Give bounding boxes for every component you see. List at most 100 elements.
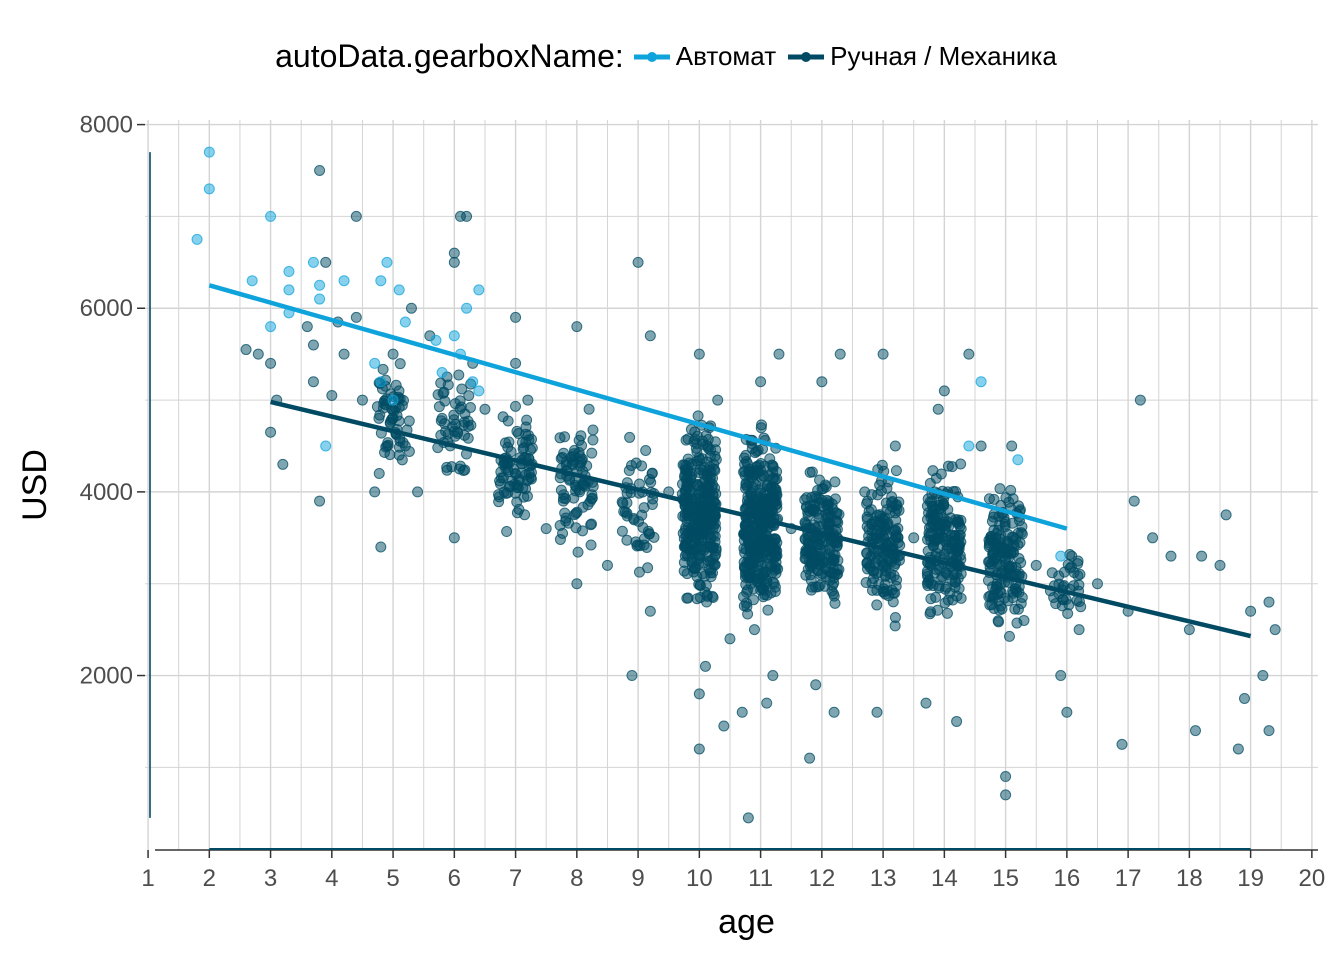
data-point-manual	[761, 530, 773, 542]
data-point-automatic	[399, 316, 411, 328]
data-point-manual	[742, 608, 754, 620]
data-point-manual	[583, 403, 595, 415]
data-point-manual	[394, 358, 406, 370]
data-point-manual	[684, 473, 696, 485]
data-point-manual	[767, 670, 779, 682]
data-point-manual	[1072, 558, 1084, 570]
data-point-manual	[1002, 595, 1014, 607]
data-point-manual	[412, 486, 424, 498]
data-point-manual	[1196, 550, 1208, 562]
data-point-manual	[326, 389, 338, 401]
data-point-manual	[494, 478, 506, 490]
data-point-manual	[1147, 532, 1159, 544]
x-tick-label: 14	[931, 865, 958, 892]
data-point-manual	[876, 518, 888, 530]
data-point-manual	[748, 624, 760, 636]
data-point-manual	[708, 510, 720, 522]
data-point-manual	[1073, 579, 1085, 591]
data-point-manual	[459, 464, 471, 476]
data-point-manual	[643, 473, 655, 485]
data-point-manual	[932, 403, 944, 415]
data-point-manual	[1013, 500, 1025, 512]
data-point-manual	[1000, 789, 1012, 801]
data-point-manual	[387, 412, 399, 424]
data-point-manual	[752, 466, 764, 478]
data-point-manual	[569, 509, 581, 521]
data-point-manual	[742, 584, 754, 596]
data-point-manual	[625, 459, 637, 471]
data-point-manual	[510, 311, 522, 323]
x-tick-label: 6	[448, 865, 461, 892]
data-point-manual	[877, 348, 889, 360]
data-point-automatic	[307, 256, 319, 268]
data-point-manual	[758, 495, 770, 507]
data-point-manual	[865, 504, 877, 516]
data-point-manual	[435, 377, 447, 389]
data-point-manual	[1007, 587, 1019, 599]
data-point-manual	[448, 532, 460, 544]
data-point-manual	[894, 539, 906, 551]
data-point-manual	[557, 495, 569, 507]
data-point-manual	[816, 494, 828, 506]
data-point-manual	[446, 461, 458, 473]
data-point-manual	[350, 311, 362, 323]
data-point-manual	[946, 461, 958, 473]
data-point-manual	[769, 586, 781, 598]
x-tick-label: 15	[992, 865, 1019, 892]
data-point-manual	[436, 412, 448, 424]
data-point-manual	[1214, 559, 1226, 571]
data-point-manual	[773, 348, 785, 360]
data-point-manual	[450, 418, 462, 430]
data-point-manual	[479, 403, 491, 415]
data-point-manual	[1000, 771, 1012, 783]
data-point-manual	[453, 369, 465, 381]
data-point-manual	[814, 539, 826, 551]
data-point-manual	[373, 412, 385, 424]
data-point-manual	[992, 615, 1004, 627]
legend-title: autoData.gearboxName:	[275, 38, 624, 74]
x-tick-label: 1	[141, 865, 154, 892]
data-point-manual	[679, 485, 691, 497]
data-point-manual	[769, 495, 781, 507]
data-point-manual	[575, 430, 587, 442]
data-point-manual	[712, 394, 724, 406]
data-point-manual	[829, 597, 841, 609]
data-point-manual	[703, 494, 715, 506]
data-point-manual	[510, 468, 522, 480]
x-tick-label: 18	[1176, 865, 1203, 892]
data-point-manual	[571, 578, 583, 590]
data-point-manual	[828, 706, 840, 718]
data-point-manual	[770, 551, 782, 563]
data-point-manual	[1000, 492, 1012, 504]
data-point-manual	[871, 599, 883, 611]
data-point-manual	[749, 447, 761, 459]
data-point-manual	[889, 525, 901, 537]
data-point-manual	[576, 440, 588, 452]
y-axis-title: USD	[16, 449, 54, 521]
y-tick-label: 2000	[80, 663, 133, 690]
data-point-manual	[988, 591, 1000, 603]
data-point-manual	[1015, 527, 1027, 539]
data-point-automatic	[467, 376, 479, 388]
data-point-manual	[881, 585, 893, 597]
data-point-automatic	[975, 376, 987, 388]
data-point-manual	[806, 561, 818, 573]
data-point-manual	[938, 385, 950, 397]
y-tick-label: 6000	[80, 295, 133, 322]
data-point-manual	[252, 348, 264, 360]
data-point-manual	[1245, 605, 1257, 617]
data-point-manual	[1075, 601, 1087, 613]
data-point-manual	[692, 410, 704, 422]
data-point-manual	[632, 256, 644, 268]
data-point-manual	[820, 481, 832, 493]
data-point-manual	[744, 572, 756, 584]
data-point-automatic	[314, 279, 326, 291]
data-point-manual	[697, 438, 709, 450]
data-point-manual	[740, 456, 752, 468]
data-point-manual	[522, 394, 534, 406]
data-point-manual	[587, 424, 599, 436]
data-point-manual	[1012, 603, 1024, 615]
data-point-manual	[557, 527, 569, 539]
points-layer	[191, 146, 1281, 824]
